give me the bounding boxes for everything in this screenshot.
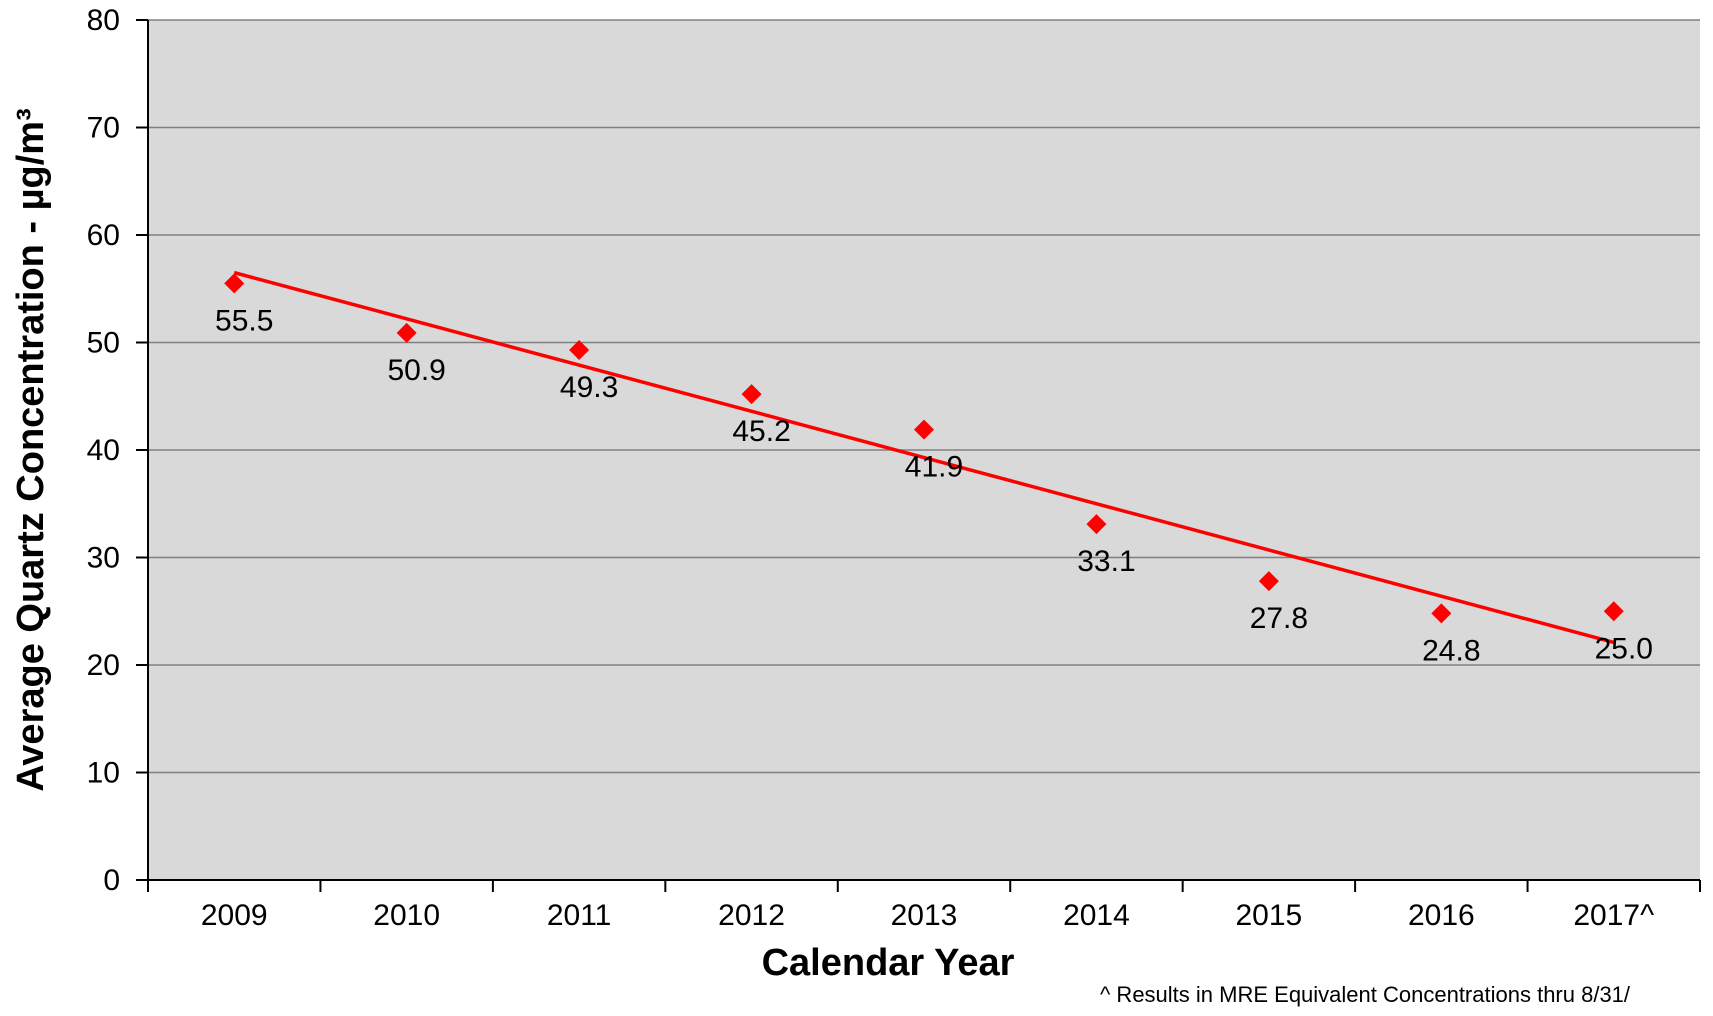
footnote: ^ Results in MRE Equivalent Concentratio… xyxy=(1100,982,1631,1007)
data-point xyxy=(224,273,245,294)
data-label: 45.2 xyxy=(732,415,790,448)
x-axis-title: Calendar Year xyxy=(762,942,1015,984)
y-tick-label: 50 xyxy=(87,327,120,360)
y-tick-label: 0 xyxy=(103,864,120,897)
x-tick-label: 2011 xyxy=(547,899,612,932)
data-label: 25.0 xyxy=(1595,632,1653,665)
x-tick-label: 2017^ xyxy=(1573,899,1654,932)
x-tick-label: 2015 xyxy=(1236,899,1303,932)
y-tick-label: 10 xyxy=(87,757,120,790)
data-label: 49.3 xyxy=(560,371,618,404)
x-tick-label: 2014 xyxy=(1063,899,1130,932)
data-point xyxy=(1258,571,1279,592)
x-tick-label: 2013 xyxy=(891,899,958,932)
x-axis-ticks: 2009 2010 2011 2012 2013 2014 2015 2016 2017^ xyxy=(147,880,1701,932)
gridlines xyxy=(148,19,1700,774)
data-point xyxy=(741,384,762,405)
y-tick-label: 30 xyxy=(87,542,120,575)
data-label: 33.1 xyxy=(1077,545,1135,578)
data-point xyxy=(1431,603,1452,624)
data-label: 27.8 xyxy=(1250,602,1308,635)
y-tick-label: 60 xyxy=(87,219,120,252)
data-label: 55.5 xyxy=(215,304,273,337)
data-point xyxy=(1086,514,1107,535)
y-tick-label: 20 xyxy=(87,649,120,682)
x-tick-label: 2016 xyxy=(1408,899,1475,932)
data-point xyxy=(396,322,417,343)
y-axis-ticks: 0 10 20 30 40 50 60 70 80 xyxy=(87,4,148,897)
x-tick-label: 2010 xyxy=(373,899,440,932)
y-axis-title: Average Quartz Concentration - µg/m³ xyxy=(10,108,52,791)
data-label: 41.9 xyxy=(905,451,963,484)
trendline-group xyxy=(233,270,1615,645)
y-tick-label: 40 xyxy=(87,434,120,467)
data-label: 50.9 xyxy=(387,354,445,387)
data-points xyxy=(224,273,1624,624)
x-tick-label: 2012 xyxy=(718,899,785,932)
data-point xyxy=(1603,601,1624,622)
y-tick-label: 80 xyxy=(87,4,120,37)
x-tick-label: 2009 xyxy=(201,899,268,932)
data-point xyxy=(914,419,934,440)
data-labels: 55.5 50.9 49.3 45.2 41.9 33.1 27.8 24.8 25.0 xyxy=(215,304,1653,667)
trendline xyxy=(233,270,1615,645)
data-label: 24.8 xyxy=(1422,634,1480,667)
y-tick-label: 70 xyxy=(87,112,120,145)
data-point xyxy=(569,340,590,361)
